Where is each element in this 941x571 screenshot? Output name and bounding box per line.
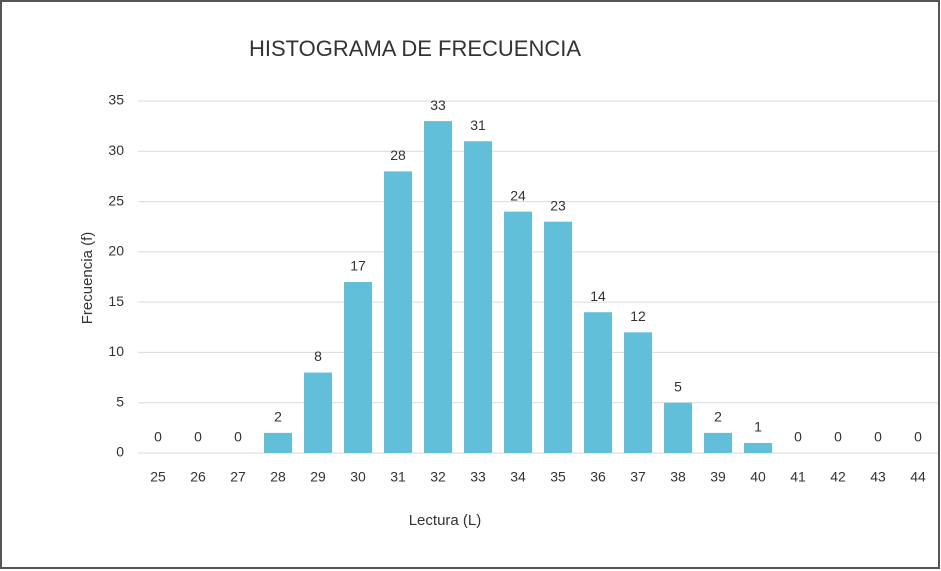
bar xyxy=(304,372,332,453)
data-label: 0 xyxy=(194,429,202,445)
y-tick-label: 30 xyxy=(108,142,124,158)
y-tick-label: 20 xyxy=(108,243,124,259)
y-tick-label: 25 xyxy=(108,192,124,208)
x-tick-label: 39 xyxy=(710,469,726,485)
bar xyxy=(344,282,372,453)
y-axis-title: Frecuencia (f) xyxy=(79,232,96,325)
x-tick-label: 26 xyxy=(190,469,206,485)
x-tick-label: 38 xyxy=(670,469,686,485)
y-tick-label: 35 xyxy=(108,92,124,108)
data-label: 0 xyxy=(914,429,922,445)
data-label: 5 xyxy=(674,378,682,394)
data-label: 17 xyxy=(350,258,366,274)
data-label: 14 xyxy=(590,288,606,304)
data-label: 33 xyxy=(430,97,446,113)
bar xyxy=(584,312,612,453)
data-label: 12 xyxy=(630,308,646,324)
y-tick-label: 0 xyxy=(116,444,124,460)
data-label: 0 xyxy=(154,429,162,445)
bar xyxy=(264,432,292,453)
y-tick-label: 15 xyxy=(108,293,124,309)
data-label: 28 xyxy=(390,147,406,163)
data-label: 0 xyxy=(794,429,802,445)
bar xyxy=(544,221,572,453)
x-tick-label: 31 xyxy=(390,469,406,485)
bar xyxy=(504,211,532,453)
bar xyxy=(624,332,652,453)
bar xyxy=(384,171,412,453)
x-tick-label: 37 xyxy=(630,469,646,485)
data-label: 0 xyxy=(874,429,882,445)
data-label: 8 xyxy=(314,348,322,364)
y-tick-label: 10 xyxy=(108,343,124,359)
x-tick-label: 30 xyxy=(350,469,366,485)
chart-title: HISTOGRAMA DE FRECUENCIA xyxy=(249,36,581,61)
x-tick-label: 35 xyxy=(550,469,566,485)
x-tick-label: 43 xyxy=(870,469,886,485)
x-tick-label: 42 xyxy=(830,469,846,485)
data-label: 1 xyxy=(754,419,762,435)
data-label: 2 xyxy=(274,409,282,425)
x-tick-label: 41 xyxy=(790,469,806,485)
x-axis-title: Lectura (L) xyxy=(409,512,482,529)
x-tick-label: 34 xyxy=(510,469,526,485)
x-tick-label: 33 xyxy=(470,469,486,485)
x-tick-label: 32 xyxy=(430,469,446,485)
bar xyxy=(424,121,452,453)
bar xyxy=(704,432,732,453)
x-tick-label: 27 xyxy=(230,469,246,485)
y-tick-label: 5 xyxy=(116,393,124,409)
x-tick-label: 40 xyxy=(750,469,766,485)
x-tick-label: 25 xyxy=(150,469,166,485)
x-tick-label: 28 xyxy=(270,469,286,485)
x-tick-label: 29 xyxy=(310,469,326,485)
data-label: 23 xyxy=(550,197,566,213)
x-tick-label: 44 xyxy=(910,469,926,485)
bar xyxy=(464,141,492,453)
data-label: 24 xyxy=(510,187,526,203)
data-label: 2 xyxy=(714,409,722,425)
bar xyxy=(744,442,772,453)
data-label: 0 xyxy=(834,429,842,445)
data-label: 0 xyxy=(234,429,242,445)
data-label: 31 xyxy=(470,117,486,133)
x-tick-label: 36 xyxy=(590,469,606,485)
bar xyxy=(664,402,692,453)
